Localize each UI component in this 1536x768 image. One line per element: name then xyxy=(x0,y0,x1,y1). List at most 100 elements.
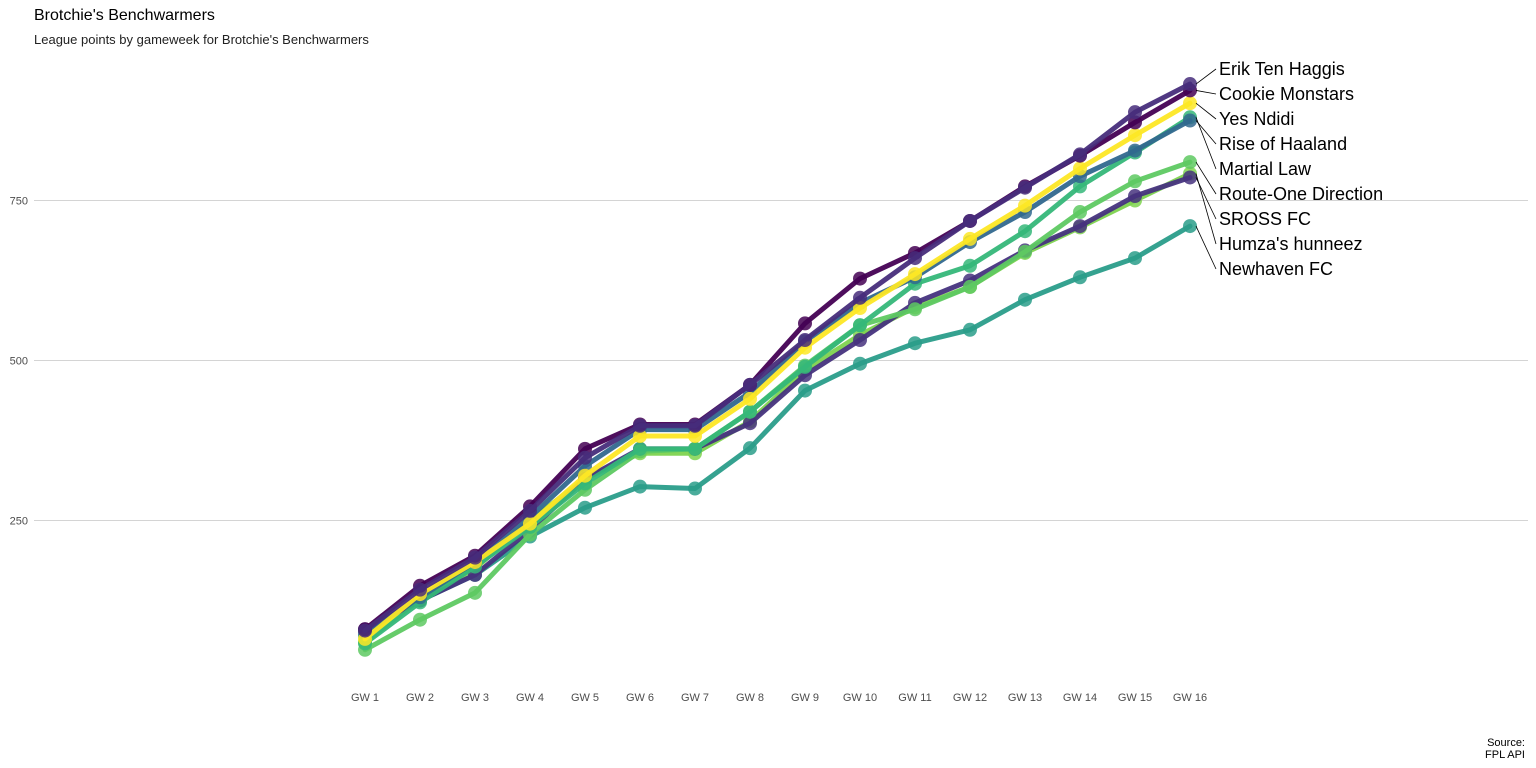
label-connector xyxy=(1195,68,1217,85)
data-point xyxy=(798,316,812,331)
data-point xyxy=(523,516,537,531)
series-erik-ten-haggis xyxy=(358,77,1197,638)
data-point xyxy=(1183,113,1197,128)
series-label: Martial Law xyxy=(1219,159,1312,179)
data-point xyxy=(1128,128,1142,143)
data-point xyxy=(688,481,702,496)
data-point xyxy=(853,301,867,316)
label-connector xyxy=(1195,90,1217,95)
data-point xyxy=(853,333,867,348)
x-tick-label: GW 9 xyxy=(791,692,819,704)
data-point xyxy=(798,359,812,374)
data-point xyxy=(1128,143,1142,158)
x-tick-label: GW 13 xyxy=(1008,692,1042,704)
data-point xyxy=(908,336,922,351)
series-label: Newhaven FC xyxy=(1219,259,1333,279)
data-point xyxy=(798,383,812,398)
data-point xyxy=(578,450,592,465)
series-line xyxy=(362,223,1193,639)
label-connector xyxy=(1195,120,1217,145)
series-label: SROSS FC xyxy=(1219,209,1311,229)
data-point xyxy=(413,612,427,627)
label-connector xyxy=(1195,102,1217,120)
data-point xyxy=(413,582,427,597)
y-tick-label: 250 xyxy=(10,516,28,528)
y-tick-label: 750 xyxy=(10,196,28,208)
data-point xyxy=(1183,96,1197,111)
data-point xyxy=(853,271,867,286)
data-point xyxy=(578,468,592,483)
data-point xyxy=(523,503,537,518)
data-point xyxy=(743,416,757,431)
data-point xyxy=(578,500,592,515)
label-connector xyxy=(1195,161,1217,195)
data-point xyxy=(1128,189,1142,204)
data-point xyxy=(1183,219,1197,234)
data-point xyxy=(853,318,867,333)
label-connectors xyxy=(1195,68,1217,270)
data-point xyxy=(853,290,867,305)
data-point xyxy=(963,279,977,294)
x-axis-ticks: GW 1 GW 2 GW 3 GW 4 GW 5 GW 6 GW 7 GW 8 GW 9 GW 1… xyxy=(351,692,1207,704)
series-newhaven-fc xyxy=(358,219,1197,643)
data-point xyxy=(908,251,922,266)
label-connector xyxy=(1195,117,1217,170)
data-point xyxy=(963,213,977,228)
data-point xyxy=(633,429,647,444)
data-point xyxy=(743,391,757,406)
series-label: Erik Ten Haggis xyxy=(1219,59,1345,79)
series-line xyxy=(362,100,1193,642)
data-point xyxy=(908,302,922,317)
data-point xyxy=(743,441,757,456)
data-point xyxy=(1073,147,1087,162)
data-point xyxy=(633,418,647,433)
data-point xyxy=(1183,77,1197,92)
x-tick-label: GW 14 xyxy=(1063,692,1097,704)
data-point xyxy=(1073,219,1087,234)
x-tick-label: GW 6 xyxy=(626,692,654,704)
series-lines xyxy=(358,77,1197,657)
x-tick-label: GW 7 xyxy=(681,692,709,704)
series-line xyxy=(362,118,1193,635)
series-sross-fc xyxy=(358,170,1197,637)
data-point xyxy=(1018,198,1032,213)
caption-line-2: FPL API xyxy=(1485,749,1525,761)
data-point xyxy=(358,623,372,638)
x-tick-label: GW 12 xyxy=(953,692,987,704)
data-point xyxy=(1073,179,1087,194)
data-point xyxy=(1018,244,1032,259)
data-point xyxy=(468,550,482,565)
x-tick-label: GW 2 xyxy=(406,692,434,704)
data-point xyxy=(1183,155,1197,170)
source-caption: Source: FPL API xyxy=(1485,737,1525,761)
x-tick-label: GW 11 xyxy=(898,692,931,704)
data-point xyxy=(1128,174,1142,189)
data-point xyxy=(1128,105,1142,120)
data-point xyxy=(1128,115,1142,130)
data-point xyxy=(743,404,757,419)
data-point xyxy=(963,322,977,337)
chart-subtitle: League points by gameweek for Brotchie's… xyxy=(34,32,369,47)
series-humza-s-hunneez xyxy=(358,166,1197,650)
data-point xyxy=(633,479,647,494)
x-tick-label: GW 3 xyxy=(461,692,489,704)
series-label: Route-One Direction xyxy=(1219,184,1383,204)
data-point xyxy=(468,585,482,600)
data-point xyxy=(1073,161,1087,176)
data-point xyxy=(1018,224,1032,239)
series-label: Humza's hunneez xyxy=(1219,234,1363,254)
data-point xyxy=(1183,170,1197,185)
x-tick-label: GW 15 xyxy=(1118,692,1152,704)
data-point xyxy=(908,267,922,282)
data-point xyxy=(1018,292,1032,307)
data-point xyxy=(688,418,702,433)
y-tick-label: 500 xyxy=(10,356,28,368)
data-point xyxy=(963,258,977,273)
series-labels: Erik Ten Haggis Cookie Monstars Yes Ndidi R… xyxy=(1219,59,1383,279)
x-tick-label: GW 4 xyxy=(516,692,544,704)
x-tick-label: GW 10 xyxy=(843,692,877,704)
data-point xyxy=(798,333,812,348)
y-axis-ticks: 250 500 750 xyxy=(10,196,28,528)
data-point xyxy=(688,429,702,444)
x-tick-label: GW 8 xyxy=(736,692,764,704)
